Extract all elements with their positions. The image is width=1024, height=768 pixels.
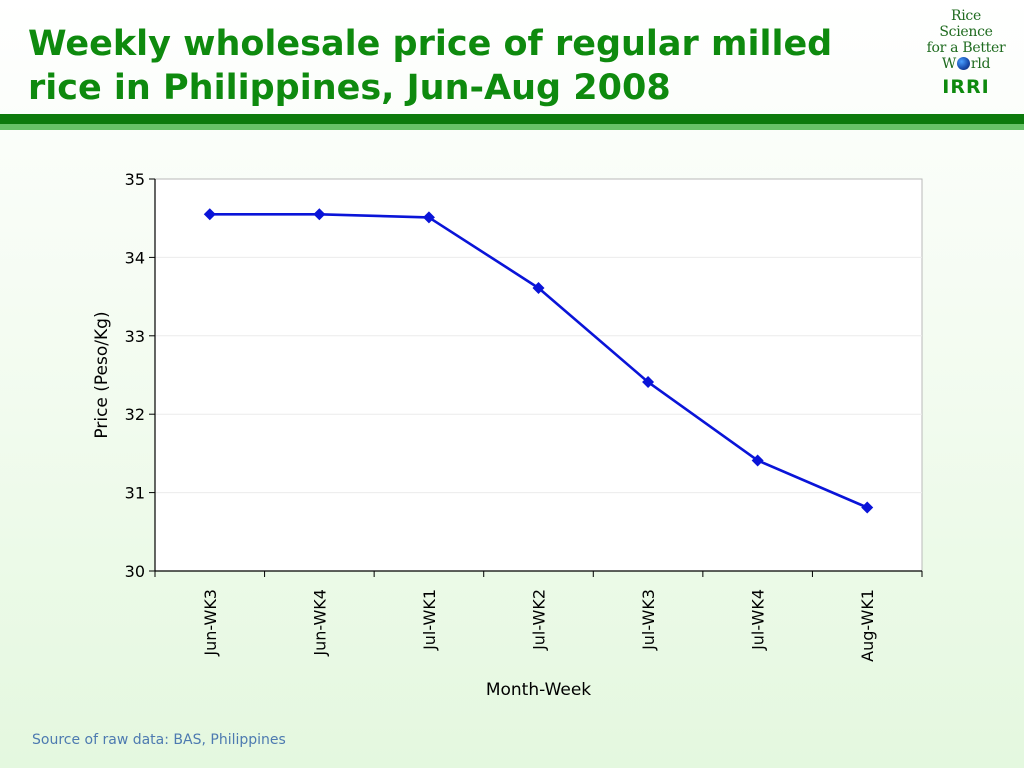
title-line-1: Weekly wholesale price of regular milled (28, 24, 833, 64)
data-point (642, 376, 655, 389)
x-tick-label: Jun-WK4 (310, 589, 329, 657)
x-tick-label: Jul-WK3 (639, 589, 658, 651)
y-axis-label: Price (Peso/Kg) (92, 311, 112, 438)
globe-icon (956, 57, 970, 70)
y-ticks: 30 31 32 33 34 35 (125, 170, 155, 581)
x-tick-label: Jun-WK3 (201, 589, 220, 657)
y-tick-label: 32 (125, 405, 145, 424)
data-point (861, 501, 874, 514)
page-title: Weekly wholesale price of regular milled… (28, 22, 888, 110)
logo-line-3: for a Better (926, 40, 1006, 56)
x-tick-label: Jul-WK4 (749, 589, 768, 651)
source-note: Source of raw data: BAS, Philippines (32, 732, 286, 748)
logo-line-2: Science (939, 24, 993, 40)
y-tick-label: 34 (125, 248, 145, 267)
y-tick-label: 35 (125, 170, 145, 189)
logo-line-4-pre: W (941, 56, 956, 72)
series-group (203, 208, 874, 514)
y-tick-label: 30 (125, 562, 145, 581)
data-point (203, 208, 216, 221)
x-axis-label: Month-Week (486, 680, 591, 700)
y-tick-label: 31 (125, 484, 145, 503)
logo-org: IRRI (942, 76, 990, 98)
data-point (532, 281, 545, 294)
x-tick-label: Aug-WK1 (858, 589, 877, 662)
plot-area (154, 178, 923, 572)
gridlines (155, 256, 922, 494)
header-band-light (0, 124, 1024, 130)
x-tick-label: Jul-WK2 (530, 589, 549, 651)
x-ticks: Jun-WK3 Jun-WK4 Jul-WK1 Jul-WK2 Jul-WK3 Jul-W… (154, 571, 923, 662)
x-tick-label: Jul-WK1 (420, 589, 439, 651)
title-line-2: rice in Philippines, Jun-Aug 2008 (28, 68, 671, 108)
data-point (422, 211, 435, 224)
logo-line-4-post: rld (970, 56, 991, 72)
y-tick-label: 33 (125, 327, 145, 346)
data-point (313, 208, 326, 221)
data-point (751, 454, 764, 467)
header-band-dark (0, 114, 1024, 124)
axes (154, 179, 922, 572)
logo-line-1: Rice (951, 8, 981, 24)
